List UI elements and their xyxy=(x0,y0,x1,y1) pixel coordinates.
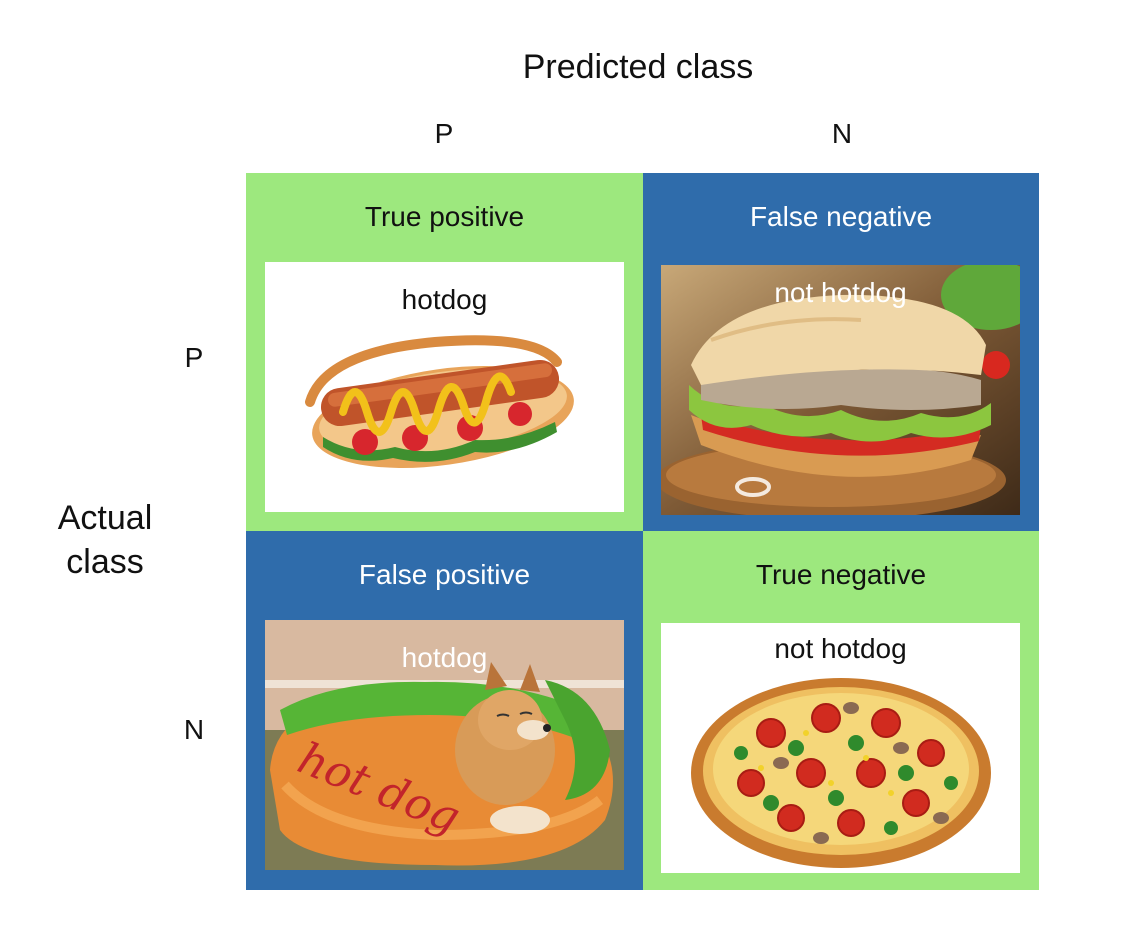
actual-n-label: N xyxy=(183,714,205,745)
true-positive-label: True positive xyxy=(364,201,525,232)
dog-in-hotdog-bed-image: hot dog hotdog xyxy=(265,620,624,870)
true-negative-label: True negative xyxy=(755,559,927,590)
actual-p-label: P xyxy=(184,342,204,373)
hotdog-image: hotdog xyxy=(265,262,624,512)
false-positive-label: False positive xyxy=(358,559,531,590)
actual-class-title-line1: Actual xyxy=(57,499,153,537)
true-positive-cell: True positive hotdog xyxy=(246,173,643,531)
false-positive-cell: False positive xyxy=(246,531,643,890)
predicted-p-label: P xyxy=(434,118,454,149)
actual-class-title-line2: class xyxy=(66,543,144,581)
sandwich-image: not hotdog xyxy=(661,265,1020,515)
true-positive-caption: hotdog xyxy=(401,284,488,315)
actual-class-title: Actual class xyxy=(20,496,190,584)
true-negative-caption: not hotdog xyxy=(774,633,907,664)
true-negative-cell: True negative not hotdog xyxy=(643,531,1039,890)
predicted-class-title: Predicted class xyxy=(522,48,754,86)
false-positive-caption: hotdog xyxy=(401,642,488,673)
pizza-image: not hotdog xyxy=(661,623,1020,873)
false-negative-label: False negative xyxy=(749,201,933,232)
false-negative-cell: False negative xyxy=(643,173,1039,531)
false-negative-caption: not hotdog xyxy=(774,277,907,308)
predicted-n-label: N xyxy=(831,118,853,149)
